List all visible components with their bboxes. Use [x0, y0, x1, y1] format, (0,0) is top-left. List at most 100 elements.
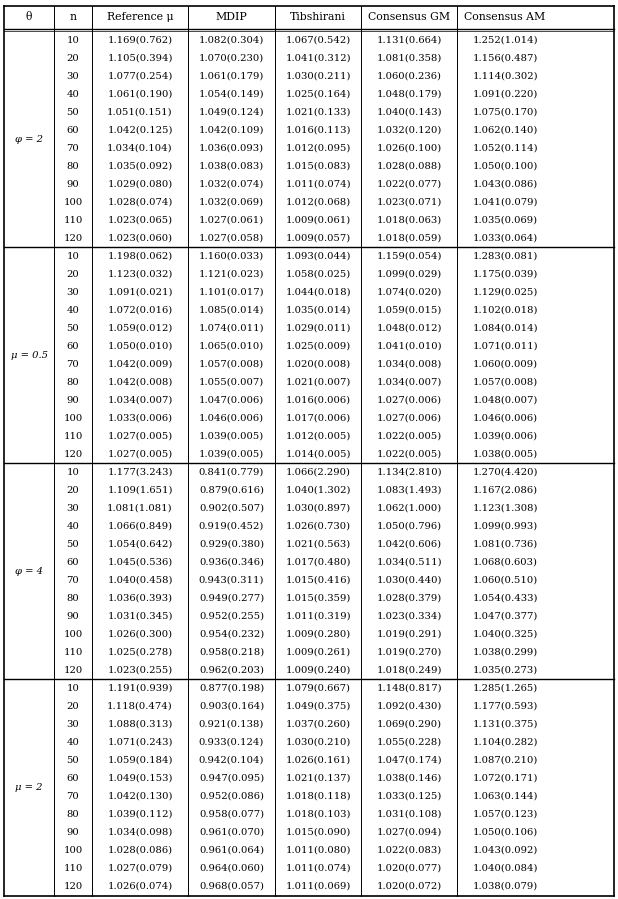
Text: 1.099(0.993): 1.099(0.993) [473, 521, 538, 530]
Text: 1.134(2.810): 1.134(2.810) [376, 467, 442, 476]
Text: 1.026(0.730): 1.026(0.730) [286, 521, 350, 530]
Text: 30: 30 [67, 720, 79, 729]
Text: 40: 40 [67, 90, 79, 99]
Text: 1.035(0.273): 1.035(0.273) [473, 666, 538, 675]
Text: 70: 70 [67, 360, 79, 369]
Text: 1.018(0.059): 1.018(0.059) [376, 234, 442, 243]
Text: 1.091(0.220): 1.091(0.220) [472, 90, 538, 99]
Text: 1.131(0.664): 1.131(0.664) [376, 36, 442, 45]
Text: 0.952(0.255): 0.952(0.255) [199, 612, 264, 621]
Text: 1.009(0.261): 1.009(0.261) [286, 648, 351, 657]
Text: 1.021(0.137): 1.021(0.137) [286, 774, 351, 783]
Text: 1.081(0.358): 1.081(0.358) [376, 54, 442, 63]
Text: 0.962(0.203): 0.962(0.203) [199, 666, 264, 675]
Text: 1.023(0.065): 1.023(0.065) [108, 216, 172, 225]
Text: 1.034(0.007): 1.034(0.007) [376, 378, 442, 387]
Text: 1.020(0.072): 1.020(0.072) [377, 882, 442, 891]
Text: 1.101(0.017): 1.101(0.017) [199, 288, 265, 297]
Text: 100: 100 [63, 846, 83, 855]
Text: 1.027(0.058): 1.027(0.058) [199, 234, 264, 243]
Text: 90: 90 [67, 396, 79, 405]
Text: 1.066(0.849): 1.066(0.849) [108, 521, 172, 530]
Text: 60: 60 [67, 342, 79, 351]
Text: 1.031(0.108): 1.031(0.108) [376, 810, 442, 819]
Text: 0.949(0.277): 0.949(0.277) [199, 594, 264, 603]
Text: 1.036(0.393): 1.036(0.393) [108, 594, 172, 603]
Text: 1.015(0.416): 1.015(0.416) [286, 576, 351, 585]
Text: 1.072(0.171): 1.072(0.171) [472, 774, 538, 783]
Text: 1.059(0.184): 1.059(0.184) [108, 756, 173, 765]
Text: 1.023(0.334): 1.023(0.334) [376, 612, 442, 621]
Text: 1.049(0.375): 1.049(0.375) [286, 702, 351, 711]
Text: 1.029(0.011): 1.029(0.011) [286, 324, 351, 333]
Text: 1.084(0.014): 1.084(0.014) [472, 324, 538, 333]
Text: 1.041(0.312): 1.041(0.312) [286, 54, 351, 63]
Text: 1.285(1.265): 1.285(1.265) [473, 684, 538, 693]
Text: 1.270(4.420): 1.270(4.420) [472, 467, 538, 476]
Text: 1.198(0.062): 1.198(0.062) [108, 252, 172, 261]
Text: 1.023(0.071): 1.023(0.071) [376, 198, 442, 207]
Text: 1.026(0.100): 1.026(0.100) [377, 144, 442, 153]
Text: 1.050(0.106): 1.050(0.106) [473, 828, 538, 837]
Text: 1.022(0.005): 1.022(0.005) [377, 432, 442, 441]
Text: 1.027(0.006): 1.027(0.006) [377, 414, 442, 423]
Text: 1.191(0.939): 1.191(0.939) [108, 684, 173, 693]
Text: 1.039(0.112): 1.039(0.112) [108, 810, 173, 819]
Text: 1.070(0.230): 1.070(0.230) [199, 54, 264, 63]
Text: 60: 60 [67, 126, 79, 135]
Text: 1.011(0.319): 1.011(0.319) [286, 612, 351, 621]
Text: 1.030(0.897): 1.030(0.897) [286, 503, 351, 512]
Text: 1.091(0.021): 1.091(0.021) [108, 288, 173, 297]
Text: 1.123(0.032): 1.123(0.032) [108, 270, 172, 279]
Text: 0.947(0.095): 0.947(0.095) [199, 774, 264, 783]
Text: 1.034(0.007): 1.034(0.007) [108, 396, 172, 405]
Text: φ = 4: φ = 4 [15, 566, 43, 576]
Text: 1.025(0.164): 1.025(0.164) [286, 90, 351, 99]
Text: 1.046(0.006): 1.046(0.006) [473, 414, 538, 423]
Text: 90: 90 [67, 612, 79, 621]
Text: 1.054(0.642): 1.054(0.642) [108, 539, 172, 548]
Text: 1.088(0.313): 1.088(0.313) [108, 720, 172, 729]
Text: 0.933(0.124): 0.933(0.124) [199, 738, 265, 747]
Text: 1.043(0.092): 1.043(0.092) [472, 846, 538, 855]
Text: 1.027(0.061): 1.027(0.061) [199, 216, 264, 225]
Text: 0.879(0.616): 0.879(0.616) [199, 485, 264, 494]
Text: 1.020(0.008): 1.020(0.008) [286, 360, 351, 369]
Text: 1.066(2.290): 1.066(2.290) [286, 467, 350, 476]
Text: 80: 80 [67, 810, 79, 819]
Text: 1.034(0.511): 1.034(0.511) [376, 557, 442, 566]
Text: 1.057(0.123): 1.057(0.123) [472, 810, 538, 819]
Text: 1.018(0.063): 1.018(0.063) [377, 216, 442, 225]
Text: 1.030(0.210): 1.030(0.210) [286, 738, 351, 747]
Text: 1.102(0.018): 1.102(0.018) [472, 306, 538, 315]
Text: 80: 80 [67, 594, 79, 603]
Text: 1.028(0.379): 1.028(0.379) [377, 594, 442, 603]
Text: 100: 100 [63, 198, 83, 207]
Text: 1.023(0.255): 1.023(0.255) [108, 666, 172, 675]
Text: 1.033(0.125): 1.033(0.125) [376, 792, 442, 801]
Text: n: n [69, 13, 77, 22]
Text: 1.052(0.114): 1.052(0.114) [472, 144, 538, 153]
Text: 0.943(0.311): 0.943(0.311) [199, 576, 265, 585]
Text: 0.961(0.070): 0.961(0.070) [199, 828, 264, 837]
Text: 1.031(0.345): 1.031(0.345) [108, 612, 173, 621]
Text: 0.964(0.060): 0.964(0.060) [199, 864, 264, 873]
Text: 60: 60 [67, 557, 79, 566]
Text: 50: 50 [67, 756, 79, 765]
Text: 1.025(0.278): 1.025(0.278) [108, 648, 172, 657]
Text: 1.051(0.151): 1.051(0.151) [107, 108, 173, 117]
Text: 1.099(0.029): 1.099(0.029) [377, 270, 442, 279]
Text: 1.177(3.243): 1.177(3.243) [108, 467, 173, 476]
Text: 1.074(0.020): 1.074(0.020) [376, 288, 442, 297]
Text: 1.121(0.023): 1.121(0.023) [199, 270, 265, 279]
Text: 1.148(0.817): 1.148(0.817) [376, 684, 442, 693]
Text: 1.047(0.006): 1.047(0.006) [199, 396, 264, 405]
Text: 1.283(0.081): 1.283(0.081) [472, 252, 538, 261]
Text: 1.015(0.090): 1.015(0.090) [286, 828, 351, 837]
Text: 1.011(0.074): 1.011(0.074) [286, 864, 351, 873]
Text: 0.929(0.380): 0.929(0.380) [199, 539, 264, 548]
Text: 1.054(0.433): 1.054(0.433) [472, 594, 538, 603]
Text: θ: θ [26, 13, 32, 22]
Text: 1.109(1.651): 1.109(1.651) [108, 485, 173, 494]
Text: 0.952(0.086): 0.952(0.086) [199, 792, 264, 801]
